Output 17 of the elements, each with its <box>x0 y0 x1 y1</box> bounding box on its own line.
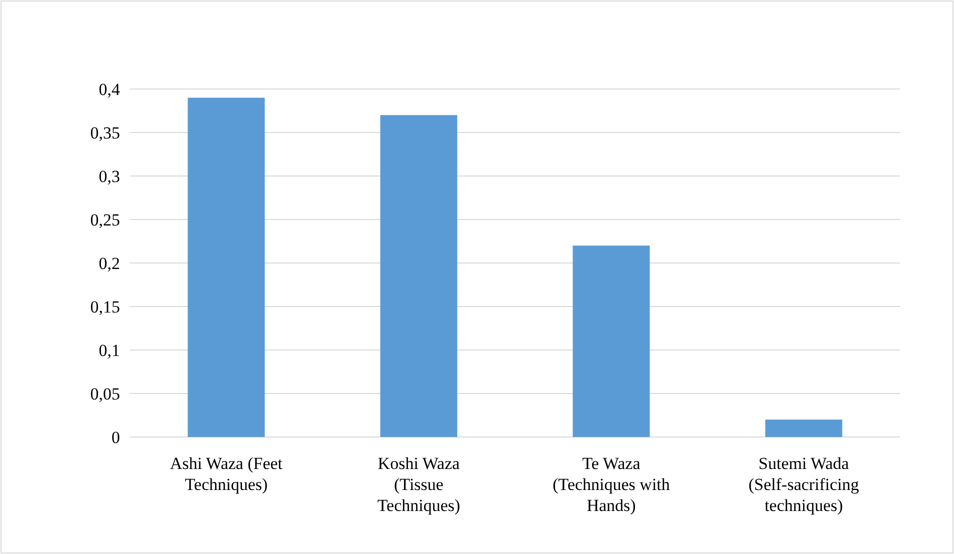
x-tick-label: Te Waza (Techniques with Hands) <box>552 454 670 515</box>
x-tick-label: Sutemi Wada (Self-sacrificing techniques) <box>748 454 860 515</box>
y-tick-label: 0,1 <box>98 340 120 360</box>
y-tick-label: 0,35 <box>90 123 120 142</box>
bar <box>765 420 842 437</box>
bar <box>380 115 458 437</box>
bar <box>572 246 650 437</box>
y-tick-label: 0 <box>112 428 120 447</box>
bar <box>188 98 265 437</box>
x-tick-label: Koshi Waza (Tissue Techniques) <box>377 454 460 515</box>
y-tick-label: 0,05 <box>90 384 120 404</box>
y-tick-label: 0,15 <box>90 297 120 316</box>
y-tick-label: 0,25 <box>90 210 120 230</box>
y-tick-label: 0,2 <box>98 254 120 273</box>
y-tick-label: 0,3 <box>98 166 120 186</box>
y-tick-label: 0,4 <box>98 80 120 99</box>
x-tick-label: Ashi Waza (Feet Techniques) <box>170 454 283 494</box>
